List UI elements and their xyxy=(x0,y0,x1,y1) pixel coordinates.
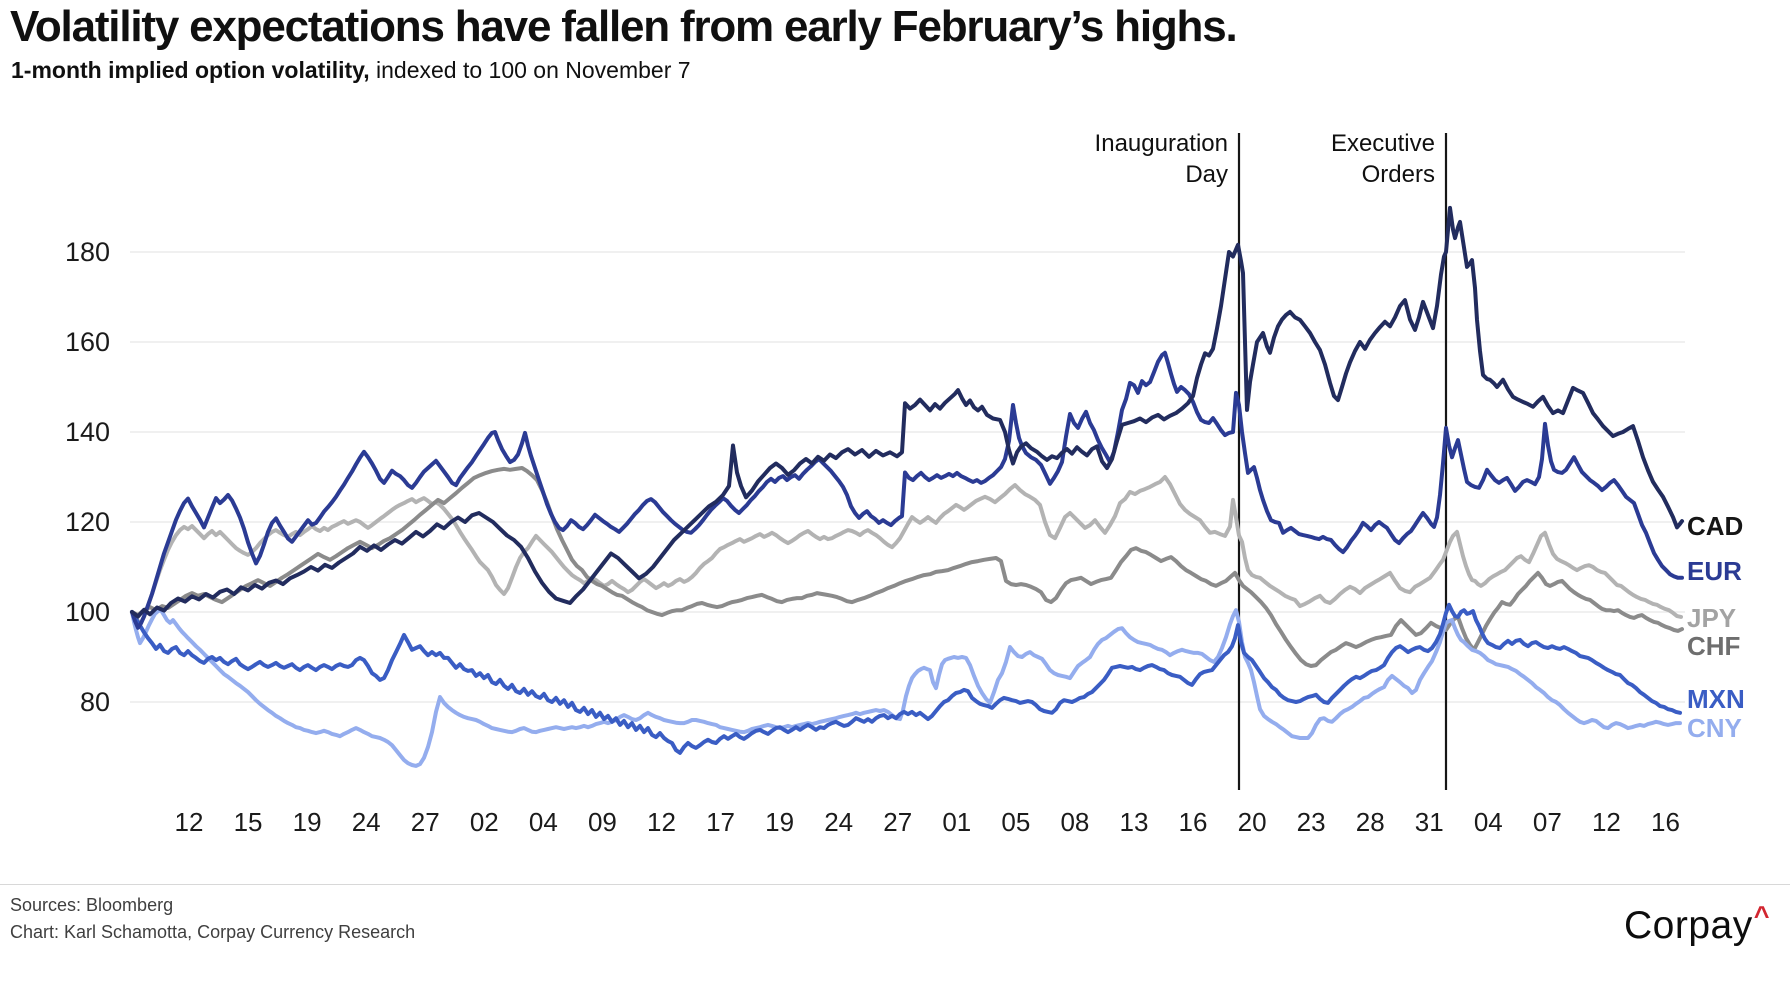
x-tick-label-16: 13 xyxy=(1119,807,1148,837)
x-tick-label-8: 12 xyxy=(647,807,676,837)
series-line-eur xyxy=(130,350,1684,630)
x-tick-label-3: 24 xyxy=(352,807,381,837)
y-tick-label-140: 140 xyxy=(65,417,110,447)
x-tick-label-9: 17 xyxy=(706,807,735,837)
x-tick-label-7: 09 xyxy=(588,807,617,837)
event-annotation-line: Day xyxy=(1185,161,1228,188)
event-annotation-line: Orders xyxy=(1361,161,1435,188)
x-tick-label-11: 24 xyxy=(824,807,853,837)
subtitle-regular-text: indexed to 100 on November 7 xyxy=(369,57,691,83)
subtitle-bold-text: 1-month implied option volatility, xyxy=(11,57,370,83)
series-line-cad xyxy=(130,205,1684,619)
chart-sources: Sources: Bloomberg Chart: Karl Schamotta… xyxy=(10,892,415,946)
y-tick-label-80: 80 xyxy=(80,687,110,717)
series-label-chf: CHF xyxy=(1687,631,1741,661)
y-tick-label-160: 160 xyxy=(65,327,110,357)
page-subtitle: 1-month implied option volatility, index… xyxy=(11,57,691,84)
series-line-cny xyxy=(130,608,1682,768)
x-tick-label-14: 05 xyxy=(1001,807,1030,837)
event-annotation-0: Inauguration Day xyxy=(1095,128,1228,190)
series-label-eur: EUR xyxy=(1687,556,1742,586)
series-label-jpy: JPY xyxy=(1687,603,1737,633)
x-tick-label-21: 31 xyxy=(1415,807,1444,837)
credit-line: Chart: Karl Schamotta, Corpay Currency R… xyxy=(10,922,416,942)
series-label-cad: CAD xyxy=(1687,511,1744,541)
corpay-logo-text: Corpay xyxy=(1623,904,1753,947)
source-line: Sources: Bloomberg xyxy=(10,895,174,915)
x-tick-label-4: 27 xyxy=(411,807,440,837)
series-line-chf xyxy=(130,466,1684,668)
series-line-mxn xyxy=(130,602,1682,755)
x-tick-label-19: 23 xyxy=(1297,807,1326,837)
x-tick-label-6: 04 xyxy=(529,807,558,837)
x-tick-label-24: 12 xyxy=(1592,807,1621,837)
footer-divider xyxy=(0,884,1790,885)
event-annotation-line: Executive xyxy=(1330,130,1435,157)
x-tick-label-22: 04 xyxy=(1474,807,1503,837)
x-tick-label-0: 12 xyxy=(175,807,204,837)
event-annotation-line: Inauguration xyxy=(1094,130,1228,157)
x-tick-label-10: 19 xyxy=(765,807,794,837)
page-title: Volatility expectations have fallen from… xyxy=(10,2,1238,51)
x-tick-label-13: 01 xyxy=(942,807,971,837)
series-label-mxn: MXN xyxy=(1687,684,1745,714)
x-tick-label-15: 08 xyxy=(1060,807,1089,837)
event-annotation-1: Executive Orders xyxy=(1331,128,1435,190)
y-tick-label-120: 120 xyxy=(65,507,110,537)
x-tick-label-20: 28 xyxy=(1356,807,1385,837)
x-tick-label-1: 15 xyxy=(234,807,263,837)
x-tick-label-23: 07 xyxy=(1533,807,1562,837)
corpay-caret-icon: ^ xyxy=(1753,901,1770,931)
series-label-cny: CNY xyxy=(1687,713,1742,743)
series-line-jpy xyxy=(130,475,1683,627)
x-tick-label-17: 16 xyxy=(1179,807,1208,837)
x-tick-label-2: 19 xyxy=(293,807,322,837)
y-tick-label-180: 180 xyxy=(65,237,110,267)
y-tick-label-100: 100 xyxy=(65,597,110,627)
corpay-logo: Corpay^ xyxy=(1624,901,1770,948)
x-tick-label-5: 02 xyxy=(470,807,499,837)
x-tick-label-25: 16 xyxy=(1651,807,1680,837)
x-tick-label-18: 20 xyxy=(1238,807,1267,837)
x-tick-label-12: 27 xyxy=(883,807,912,837)
